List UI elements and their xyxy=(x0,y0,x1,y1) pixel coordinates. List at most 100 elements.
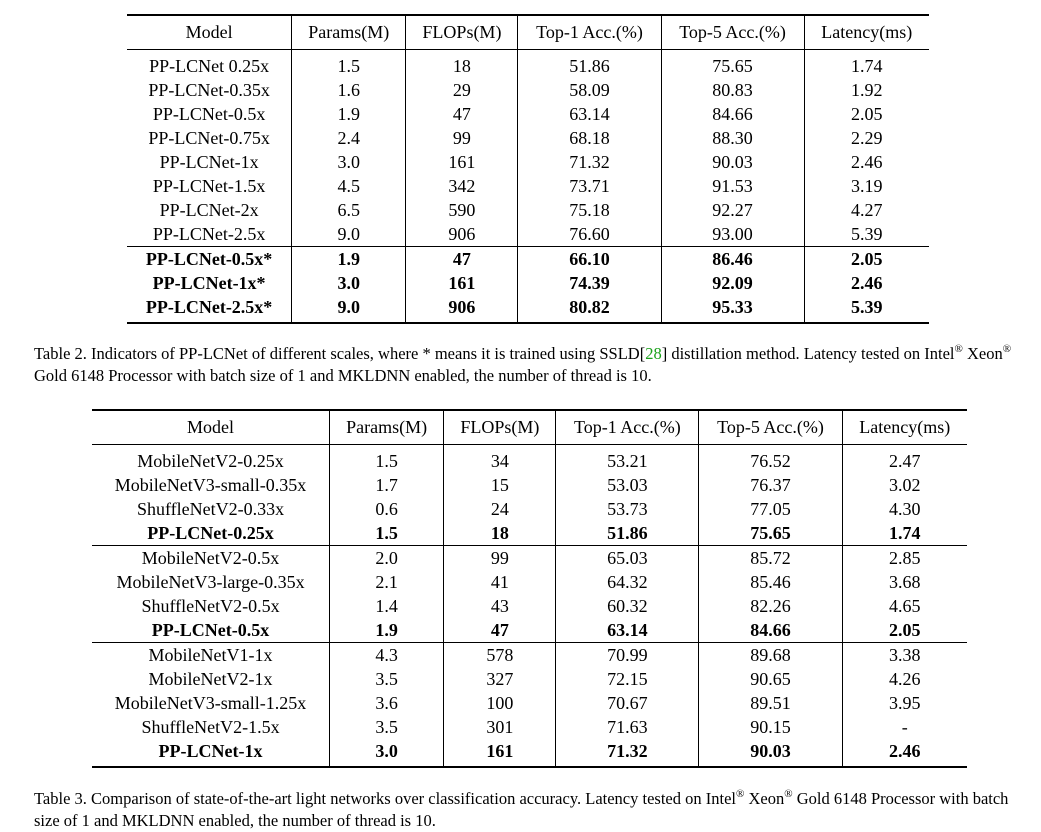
cell-model: MobileNetV3-small-1.25x xyxy=(92,691,331,715)
table-row: PP-LCNet 0.25x 1.5 18 51.86 75.65 1.74 xyxy=(127,49,929,78)
cell-flops: 578 xyxy=(443,642,557,667)
cell-latency: 1.92 xyxy=(851,79,883,100)
cell-latency: 2.46 xyxy=(851,272,883,293)
caption-text: ] distillation method. Latency tested on… xyxy=(661,344,955,363)
cell-params: 2.1 xyxy=(329,570,445,594)
cell-top1: 71.63 xyxy=(555,715,700,739)
cell-top1: 71.32 xyxy=(517,150,662,174)
table-row: PP-LCNet-1x 3.0 161 71.32 90.03 2.46 xyxy=(127,150,929,174)
caption-text: Table 2. Indicators of PP-LCNet of diffe… xyxy=(34,344,646,363)
table-row: PP-LCNet-0.35x 1.6 29 58.09 80.83 1.92 xyxy=(127,78,929,102)
cell-top1: 74.39 xyxy=(517,271,662,295)
cell-params: 3.5 xyxy=(329,715,445,739)
cell-flops: 99 xyxy=(443,545,557,570)
cell-model: ShuffleNetV2-0.5x xyxy=(92,594,331,618)
table-header-row: Model Params(M) FLOPs(M) Top-1 Acc.(%) T… xyxy=(127,15,929,50)
cell-top1: 51.86 xyxy=(517,49,662,78)
header-model: Model xyxy=(92,410,331,445)
cell-params: 1.5 xyxy=(329,521,445,546)
table-body: PP-LCNet 0.25x 1.5 18 51.86 75.65 1.74 PP-LCN… xyxy=(127,49,929,323)
cell-flops: 41 xyxy=(443,570,557,594)
caption-text: Xeon xyxy=(962,344,1003,363)
cell-top1: 53.03 xyxy=(555,473,700,497)
cell-flops: 342 xyxy=(405,174,519,198)
cell-latency: 1.74 xyxy=(889,522,921,543)
cell-top1: 65.03 xyxy=(555,545,700,570)
cell-latency: 2.46 xyxy=(889,740,921,761)
cell-top5: 93.00 xyxy=(661,222,805,247)
cell-params: 1.9 xyxy=(329,618,445,643)
cell-top1: 71.32 xyxy=(555,739,700,767)
cell-top5: 75.65 xyxy=(661,49,805,78)
cell-top5: 90.03 xyxy=(661,150,805,174)
cell-params: 9.0 xyxy=(291,295,407,323)
cell-model: PP-LCNet-0.5x xyxy=(92,618,331,643)
cell-model: PP-LCNet-0.5x xyxy=(127,102,293,126)
cell-model: MobileNetV2-0.5x xyxy=(92,545,331,570)
cell-top1: 75.18 xyxy=(517,198,662,222)
cell-top1: 73.71 xyxy=(517,174,662,198)
cell-top1: 64.32 xyxy=(555,570,700,594)
cell-top1: 53.21 xyxy=(555,444,700,473)
header-latency: Latency(ms) xyxy=(821,22,913,42)
cell-latency: 1.74 xyxy=(851,55,883,76)
cell-flops: 47 xyxy=(405,102,519,126)
cell-model: PP-LCNet-0.75x xyxy=(127,126,293,150)
header-latency: Latency(ms) xyxy=(859,417,951,437)
cell-params: 0.6 xyxy=(329,497,445,521)
cell-model: MobileNetV3-large-0.35x xyxy=(92,570,331,594)
caption-text: Gold 6148 Processor with batch size of 1… xyxy=(34,366,652,385)
cell-top1: 60.32 xyxy=(555,594,700,618)
cell-params: 2.0 xyxy=(329,545,445,570)
cell-top5: 84.66 xyxy=(698,618,843,643)
table-row: ShuffleNetV2-0.33x 0.6 24 53.73 77.05 4.30 xyxy=(92,497,967,521)
cell-latency: 2.46 xyxy=(851,151,883,172)
cell-latency: 4.27 xyxy=(851,199,883,220)
cell-top5: 80.83 xyxy=(661,78,805,102)
cell-flops: 24 xyxy=(443,497,557,521)
cell-latency: 3.95 xyxy=(889,692,921,713)
cell-latency: 5.39 xyxy=(851,296,883,317)
table-row: MobileNetV2-0.25x 1.5 34 53.21 76.52 2.47 xyxy=(92,444,967,473)
cell-model: PP-LCNet 0.25x xyxy=(127,49,293,78)
cell-top1: 58.09 xyxy=(517,78,662,102)
cell-flops: 47 xyxy=(443,618,557,643)
cell-flops: 327 xyxy=(443,667,557,691)
cell-top5: 76.52 xyxy=(698,444,843,473)
cell-top1: 63.14 xyxy=(517,102,662,126)
cell-model: PP-LCNet-2x xyxy=(127,198,293,222)
cell-params: 3.0 xyxy=(291,150,407,174)
cell-latency: 3.68 xyxy=(889,571,921,592)
cell-flops: 15 xyxy=(443,473,557,497)
cell-top5: 85.46 xyxy=(698,570,843,594)
cell-model: PP-LCNet-2.5x xyxy=(127,222,293,247)
cell-params: 4.5 xyxy=(291,174,407,198)
cell-top5: 89.51 xyxy=(698,691,843,715)
cell-top5: 86.46 xyxy=(661,246,805,271)
citation-link[interactable]: 28 xyxy=(645,344,662,363)
cell-latency: 3.38 xyxy=(842,642,967,667)
cell-latency: 2.05 xyxy=(851,103,883,124)
header-params: Params(M) xyxy=(291,15,407,50)
cell-params: 3.0 xyxy=(329,739,445,767)
table-row: ShuffleNetV2-1.5x 3.5 301 71.63 90.15 - xyxy=(92,715,967,739)
cell-top1: 66.10 xyxy=(517,246,662,271)
cell-top5: 84.66 xyxy=(661,102,805,126)
caption-text: Table 3. Comparison of state-of-the-art … xyxy=(34,789,736,808)
table-row: MobileNetV3-large-0.35x 2.1 41 64.32 85.46 3.… xyxy=(92,570,967,594)
table-row: PP-LCNet-0.5x* 1.9 47 66.10 86.46 2.05 xyxy=(127,246,929,271)
cell-model: MobileNetV2-1x xyxy=(92,667,331,691)
caption-text: Xeon xyxy=(744,789,785,808)
cell-flops: 590 xyxy=(405,198,519,222)
table-row: PP-LCNet-1x 3.0 161 71.32 90.03 2.46 xyxy=(92,739,967,767)
table-row: MobileNetV1-1x 4.3 578 70.99 89.68 3.38 xyxy=(92,642,967,667)
cell-model: PP-LCNet-1x xyxy=(92,739,331,767)
cell-flops: 47 xyxy=(405,246,519,271)
cell-top5: 90.65 xyxy=(698,667,843,691)
cell-top5: 90.03 xyxy=(698,739,843,767)
cell-model: PP-LCNet-1.5x xyxy=(127,174,293,198)
cell-top1: 80.82 xyxy=(517,295,662,323)
cell-latency: 2.05 xyxy=(804,246,929,271)
cell-params: 1.9 xyxy=(291,102,407,126)
cell-params: 3.6 xyxy=(329,691,445,715)
